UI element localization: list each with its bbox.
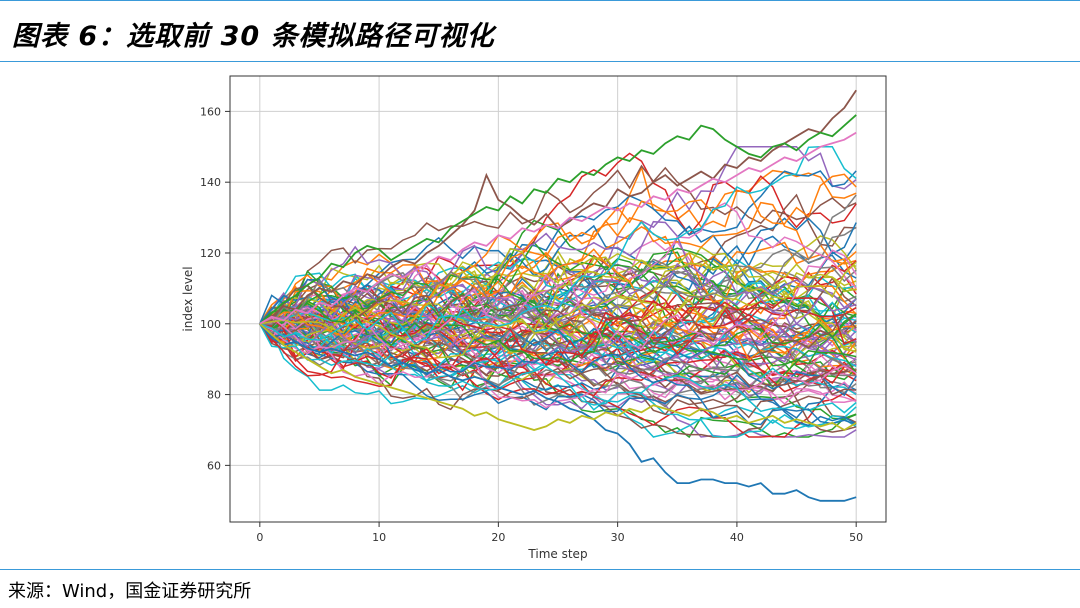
series-line [259,323,857,432]
series-line [259,323,857,426]
plot-frame [229,75,887,523]
x-tick-label: 0 [256,531,263,544]
y-tick-label: 140 [200,176,221,189]
series-line [259,146,857,345]
page-title: 图表 6：选取前 30 条模拟路径可视化 [12,21,495,52]
series-line [259,302,857,363]
y-axis-label: index level [181,266,195,331]
title-bar: 图表 6：选取前 30 条模拟路径可视化 [0,0,1080,62]
series-line [259,306,857,379]
series-line [259,317,857,408]
series-line [259,274,857,367]
series-line [259,271,857,354]
series-line [259,323,857,397]
x-tick-label: 20 [491,531,505,544]
series-line [259,217,857,331]
y-tick-label: 100 [200,318,221,331]
series-line [259,304,857,396]
x-tick-label: 30 [611,531,625,544]
series-line [259,323,857,502]
x-tick-label: 50 [849,531,863,544]
series-line [259,290,857,376]
line-chart: 0 10 20 30 40 50 60 80 100 120 140 160 Time step inde… [181,75,887,561]
source-note: 来源：Wind，国金证券研究所 [8,581,252,602]
x-axis-label: Time step [527,547,587,561]
y-tick-label: 60 [207,459,221,472]
series-line [259,261,857,359]
x-tick-label: 10 [372,531,386,544]
chart-area: 0 10 20 30 40 50 60 80 100 120 140 160 Time step inde… [0,62,1080,568]
y-tick-label: 160 [200,105,221,118]
series-line [259,323,857,438]
series-line [259,276,857,353]
series-line [259,114,857,325]
series-line [259,201,857,325]
series-line [259,323,857,414]
series-line [259,284,857,355]
series-line [259,313,857,379]
series-line [259,164,857,325]
series-line [259,194,857,333]
series-line [259,173,857,325]
series-line [259,246,857,353]
series-line [259,323,857,427]
y-tick-label: 120 [200,247,221,260]
series-line [259,131,857,325]
series-line [259,276,857,337]
series-line [259,247,857,348]
footer-divider [0,569,1080,570]
series-line [259,249,857,352]
series-line [259,251,857,381]
x-tick-label: 40 [730,531,744,544]
y-tick-label: 80 [207,389,221,402]
